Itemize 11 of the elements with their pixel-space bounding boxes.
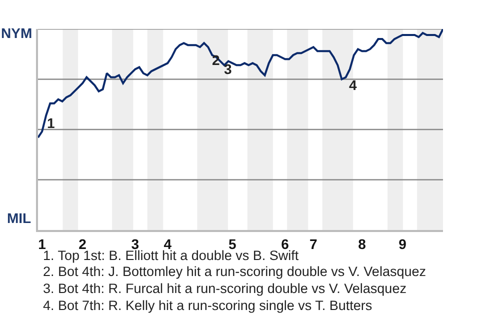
- text: NYM: [1, 25, 32, 41]
- text: 2. Bot 4th: J. Bottomley hit a run-scoring double vs V. Velasquez: [43, 264, 426, 279]
- annotation: 4: [349, 77, 357, 93]
- annotation: 1: [47, 115, 55, 131]
- x-tick-label: 8: [358, 236, 366, 252]
- annotation: 3: [224, 61, 232, 77]
- text: 3. Bot 4th: R. Furcal hit a run-scoring double vs V. Velasquez: [43, 281, 407, 296]
- text: MIL: [7, 210, 32, 226]
- text: 4. Bot 7th: R. Kelly hit a run-scoring single vs T. Butters: [43, 298, 372, 313]
- x-tick-label: 9: [398, 236, 407, 252]
- x-tick-label: 7: [310, 236, 318, 252]
